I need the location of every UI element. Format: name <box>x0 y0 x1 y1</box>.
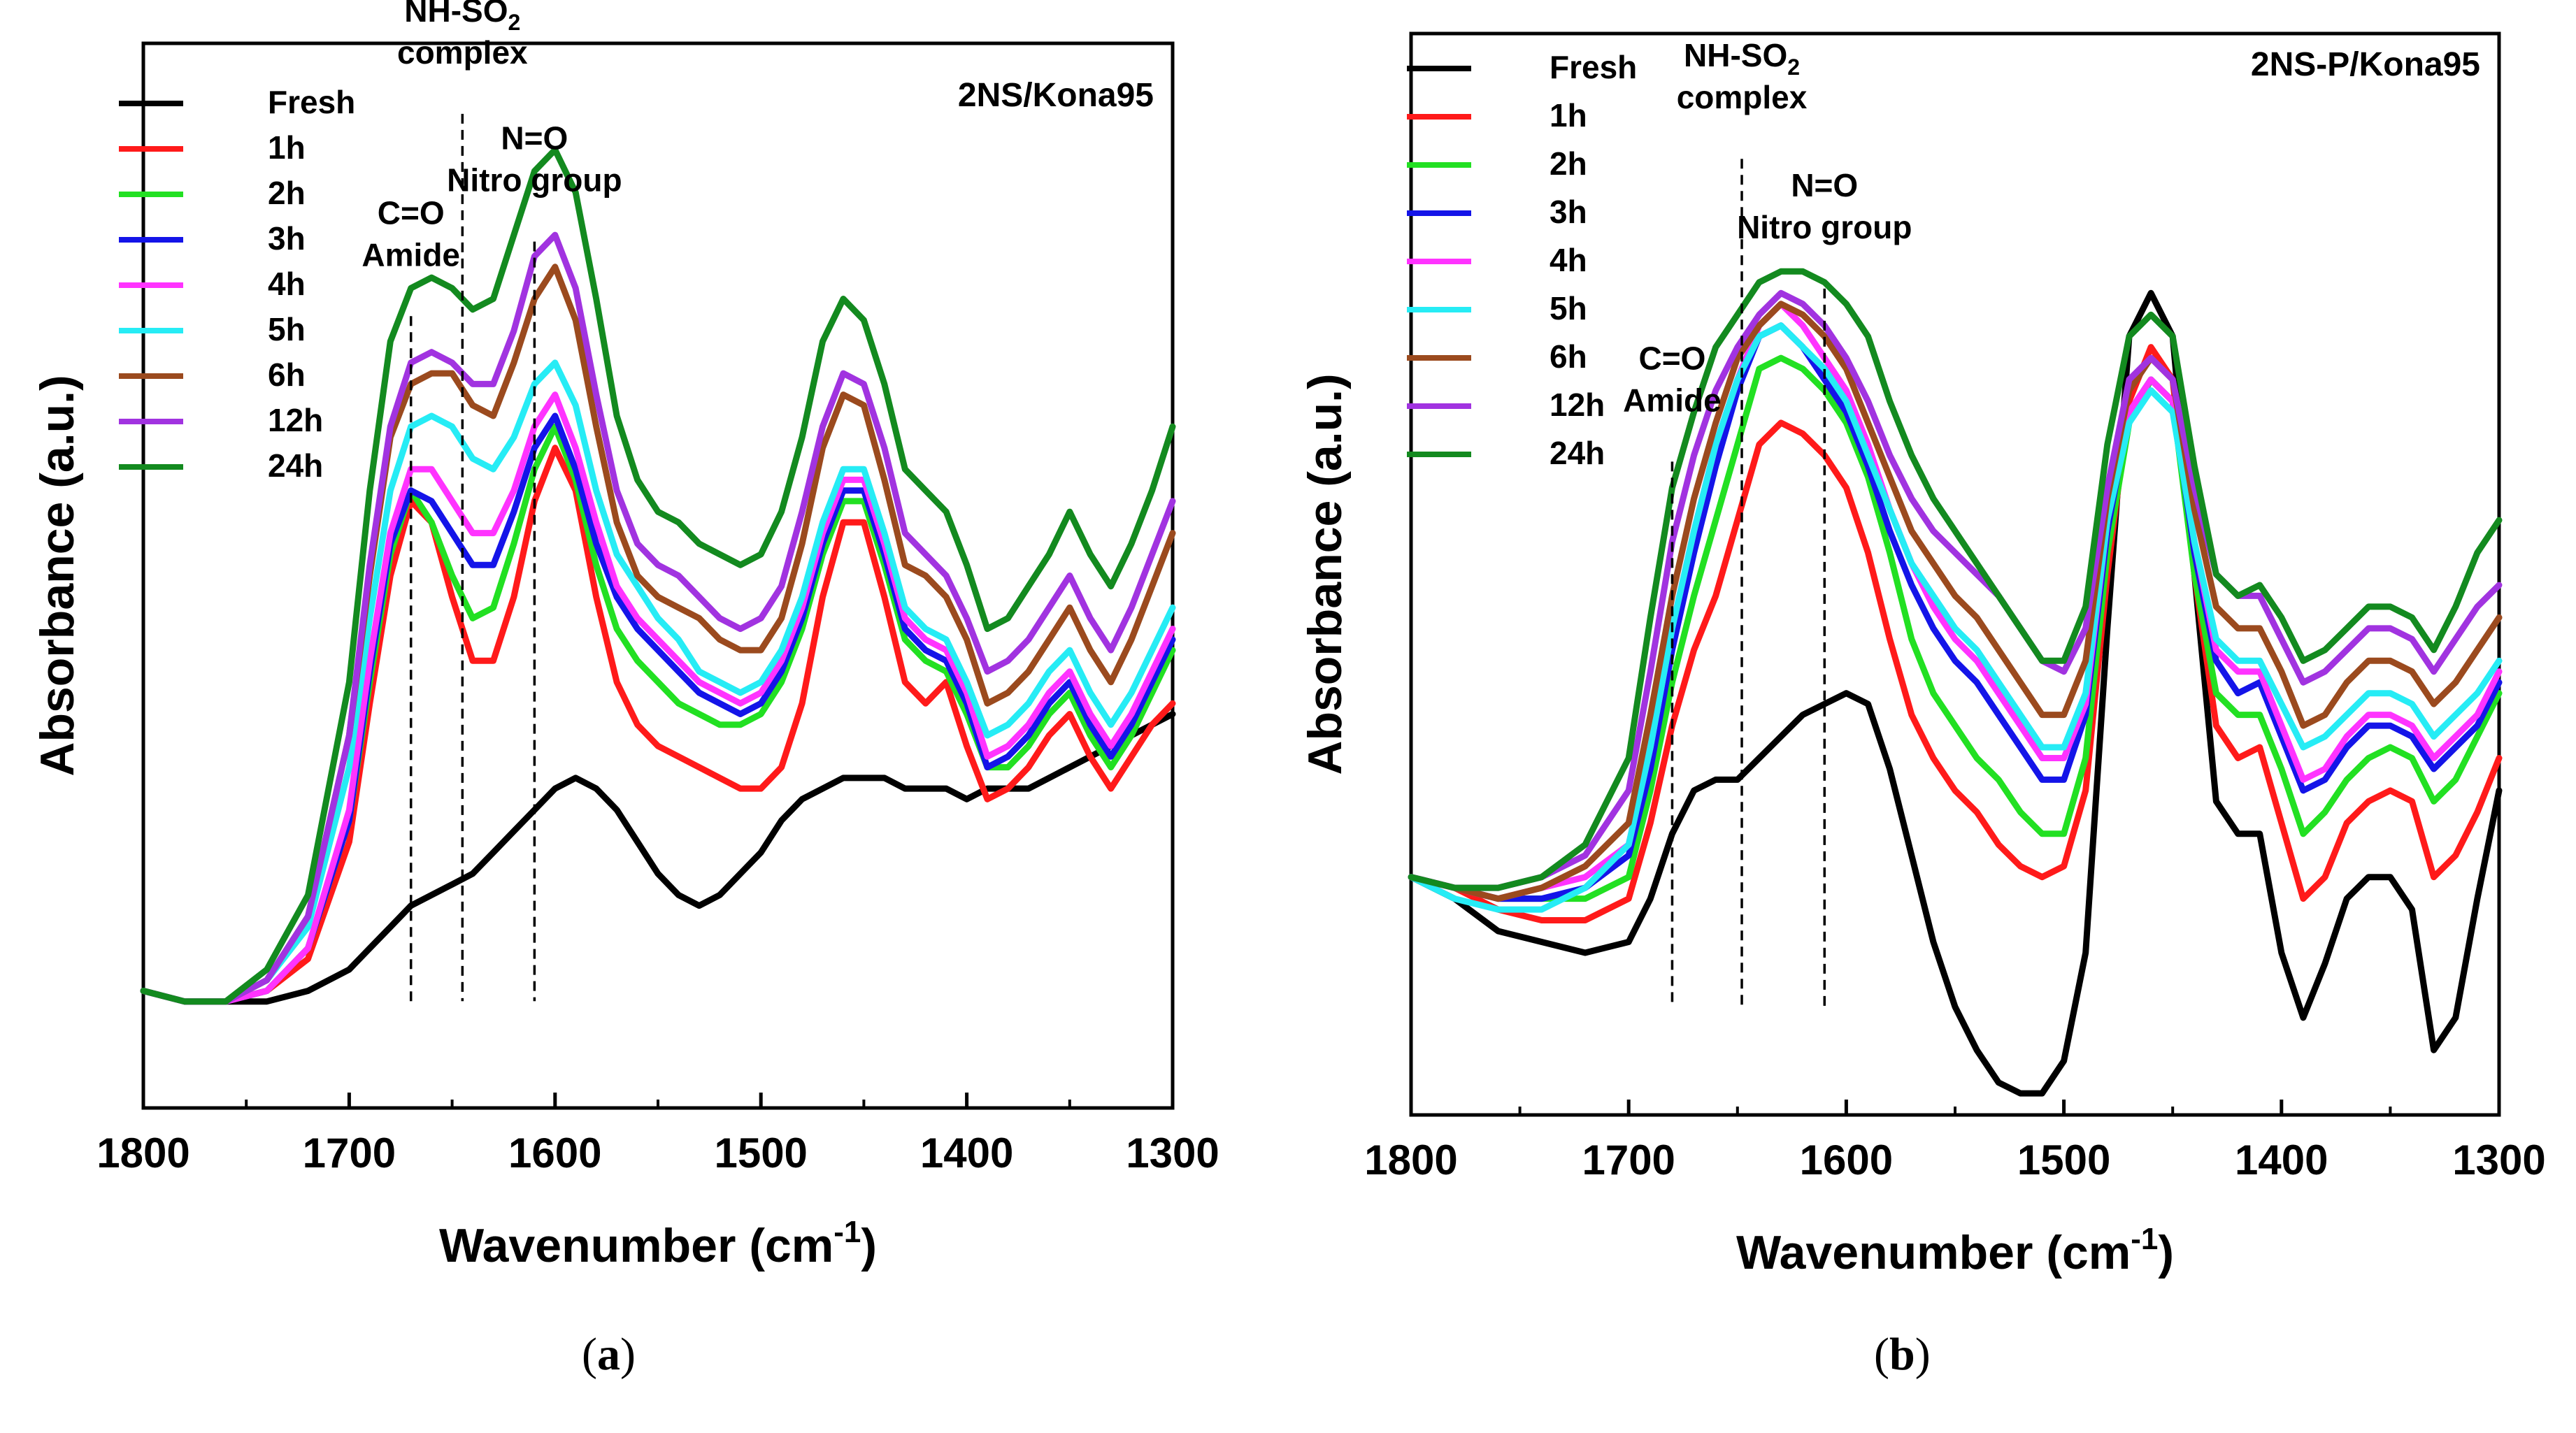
pa-x-tick-label-1800: 1800 <box>96 1130 189 1176</box>
pb-annotation-label-0-0: C=O <box>1639 340 1706 376</box>
pa-legend-label-3h: 3h <box>268 220 306 257</box>
pb-series-line-6h <box>1408 301 2503 902</box>
pb-annotation-label-1-0: NH-SO2 <box>1684 37 1800 80</box>
pa-x-tick-label-1500: 1500 <box>714 1130 807 1176</box>
pb-legend-label-2h: 2h <box>1550 145 1587 182</box>
pb-legend-label-fresh: Fresh <box>1550 49 1637 85</box>
pb-x-tick-label-1400: 1400 <box>2235 1137 2328 1183</box>
panel-caption-a: (a) <box>582 1329 636 1380</box>
pa-legend-label-5h: 5h <box>268 311 306 347</box>
pb-chart-title: 2NS-P/Kona95 <box>2251 46 2480 83</box>
pb-series-line-2h <box>1408 354 2503 902</box>
pa-annotation-label-0-0: C=O <box>378 194 445 231</box>
pa-x-tick-label-1300: 1300 <box>1126 1130 1219 1176</box>
pb-series-line-5h <box>1408 322 2503 913</box>
pb-legend-label-4h: 4h <box>1550 242 1587 278</box>
pb-series-line-fresh <box>1408 289 2503 1097</box>
pb-x-tick-label-1600: 1600 <box>1800 1137 1893 1183</box>
pb-y-axis-label: Absorbance (a.u.) <box>1298 373 1352 775</box>
pb-x-axis-label: Wavenumber (cm-1) <box>1736 1222 2174 1279</box>
panel-label-b: b <box>1889 1329 1915 1380</box>
pb-legend-label-24h: 24h <box>1550 435 1605 471</box>
pa-x-tick-label-1400: 1400 <box>920 1130 1013 1176</box>
pb-series-line-1h <box>1408 344 2503 923</box>
pa-annotation-label-0-1: Amide <box>362 236 460 273</box>
pa-series-line-4h <box>140 391 1176 1005</box>
pb-legend-label-12h: 12h <box>1550 387 1605 423</box>
pa-annotation-label-2-0: N=O <box>501 120 568 157</box>
pb-x-axis-label-end: ) <box>2158 1226 2174 1279</box>
panel-caption-b: (b) <box>1874 1329 1931 1380</box>
pa-x-axis-label-main: Wavenumber (cm <box>439 1219 833 1272</box>
pa-series-line-6h <box>140 264 1176 1005</box>
pa-series-line-5h <box>140 359 1176 1005</box>
pa-annotation-label-1-0: NH-SO2 <box>404 0 520 35</box>
pa-series-line-24h <box>140 146 1176 1005</box>
pa-x-axis-label-sup: -1 <box>833 1215 861 1249</box>
pb-x-tick-label-1700: 1700 <box>1582 1137 1675 1183</box>
pb-legend-label-5h: 5h <box>1550 290 1587 326</box>
panel-label-a: a <box>596 1329 620 1380</box>
pa-legend-label-6h: 6h <box>268 357 306 393</box>
pb-series-line-3h <box>1408 322 2503 902</box>
pa-chart-title: 2NS/Kona95 <box>958 77 1154 114</box>
pb-x-axis-label-main: Wavenumber (cm <box>1736 1226 2131 1279</box>
pa-annotation-label-1-1: complex <box>397 34 528 71</box>
pb-annotation-label-2-0: N=O <box>1791 167 1858 203</box>
pb-x-tick-label-1300: 1300 <box>2452 1137 2545 1183</box>
pb-legend-label-6h: 6h <box>1550 338 1587 375</box>
pa-x-axis-label-end: ) <box>861 1219 877 1272</box>
pa-legend-label-fresh: Fresh <box>268 84 355 120</box>
pa-x-axis-label: Wavenumber (cm-1) <box>439 1215 877 1272</box>
pb-series-line-24h <box>1408 268 2503 891</box>
pa-x-tick-label-1600: 1600 <box>508 1130 601 1176</box>
pb-x-tick-label-1800: 1800 <box>1364 1137 1457 1183</box>
pa-legend-label-4h: 4h <box>268 266 306 302</box>
pb-annotation-label-1-1: complex <box>1677 79 1808 115</box>
pb-annotation-subscript-1: 2 <box>1787 55 1800 80</box>
pb-x-axis-label-sup: -1 <box>2131 1222 2158 1256</box>
pa-series-line-1h <box>140 445 1176 1005</box>
pa-annotation-subscript-1: 2 <box>508 10 521 35</box>
pa-y-axis-label: Absorbance (a.u.) <box>31 375 84 776</box>
pa-series-line-3h <box>140 412 1176 1005</box>
pa-series-line-12h <box>140 231 1176 1005</box>
pa-legend-label-12h: 12h <box>268 402 323 438</box>
pb-x-tick-label-1500: 1500 <box>2017 1137 2110 1183</box>
pa-legend-label-2h: 2h <box>268 175 306 211</box>
pa-legend-label-1h: 1h <box>268 129 306 166</box>
pa-annotation-label-2-1: Nitro group <box>447 162 622 199</box>
pb-annotation-label-2-1: Nitro group <box>1737 209 1912 245</box>
pb-legend-label-3h: 3h <box>1550 194 1587 230</box>
pa-series-line-fresh <box>140 711 1176 1005</box>
pa-legend-label-24h: 24h <box>268 447 323 484</box>
pb-annotation-label-0-1: Amide <box>1623 382 1722 418</box>
pb-legend-label-1h: 1h <box>1550 97 1587 134</box>
pa-x-tick-label-1700: 1700 <box>303 1130 396 1176</box>
